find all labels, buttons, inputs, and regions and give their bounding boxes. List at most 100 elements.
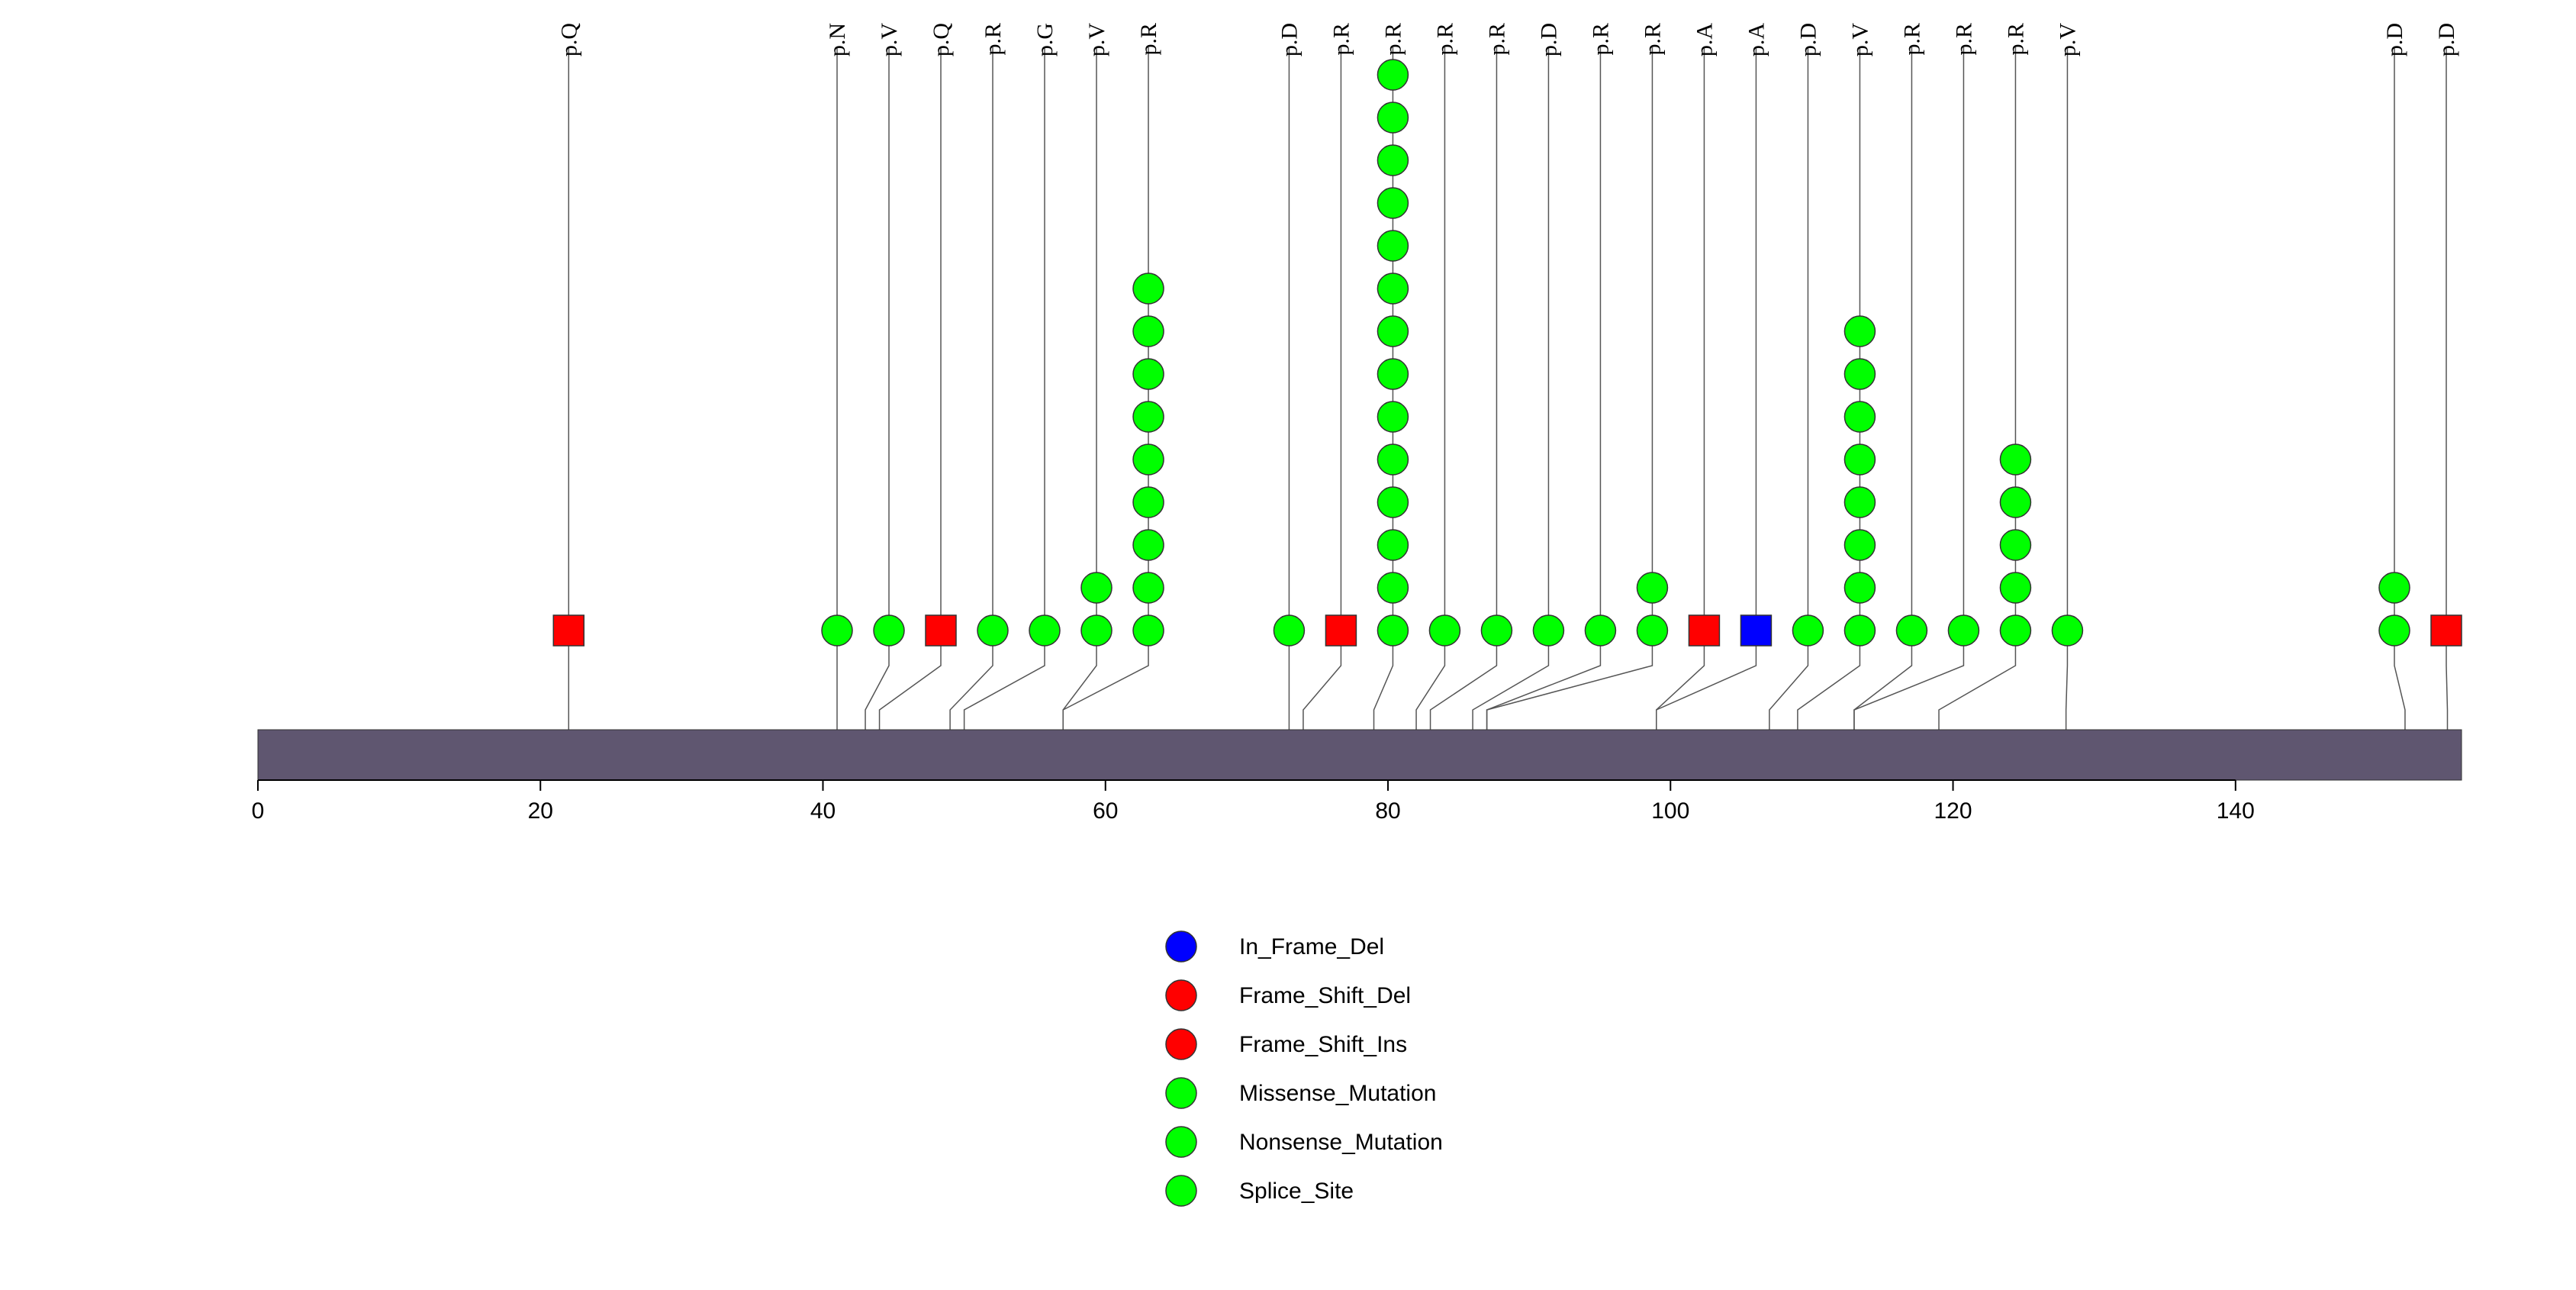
mutation-marker-circle [1843,358,1876,390]
mutation-connector [1415,630,1446,730]
mutation-marker-circle [1843,315,1876,347]
x-tick-label: 140 [2217,798,2255,824]
mutation-marker-circle [1132,486,1164,518]
x-tick-label: 120 [1934,798,1972,824]
mutation-connector [878,630,942,730]
mutation-label: p.V [1084,23,1109,57]
legend-label: Nonsense_Mutation [1239,1130,1443,1155]
mutation-markers [552,59,2462,647]
mutation-label: p.R [1951,23,1976,56]
mutation-labels: p.Q p.N p.V p.Q p.R p.G p.V p.R p.D p.R p.R p.R p.R p… [556,23,2459,57]
mutation-connector [1656,630,1757,730]
mutation-marker-circle [1132,273,1164,305]
mutation-label: p.R [1899,23,1924,56]
mutation-label: p.R [1432,23,1457,56]
mutation-marker-circle [1377,529,1409,561]
mutation-marker-circle [1377,59,1409,91]
mutation-marker-circle [1947,614,1980,647]
mutation-marker-square [2430,614,2462,647]
mutation-marker-circle [1843,401,1876,433]
mutation-marker-circle [1132,358,1164,390]
mutation-label: p.R [1484,23,1509,56]
mutation-marker-circle [1132,614,1164,647]
mutation-marker-circle [1999,572,2032,604]
mutation-label: p.D [1536,23,1561,56]
mutation-marker-circle [1377,144,1409,176]
mutation-label: p.R [1380,23,1406,56]
mutation-marker-square [1740,614,1773,647]
mutation-connector [2065,630,2069,730]
mutation-marker-circle [1132,443,1164,476]
mutation-marker-circle [1532,614,1565,647]
mutation-marker-circle [1377,358,1409,390]
mutation-marker-circle [1080,572,1113,604]
mutation-label: p.D [1277,23,1302,56]
mutation-marker-circle [1132,572,1164,604]
mutation-marker-circle [2378,572,2410,604]
protein-bar [257,729,2462,781]
mutation-connector [1373,630,1394,730]
mutation-marker-square [1688,614,1721,647]
mutation-marker-circle [1377,614,1409,647]
legend-swatch [1165,1126,1197,1158]
mutation-marker-square [552,614,585,647]
mutation-label: p.R [1328,23,1354,56]
mutation-label: p.R [1640,23,1665,56]
mutation-marker-circle [977,614,1009,647]
mutation-marker-circle [1132,401,1164,433]
mutation-connector [1472,630,1550,730]
mutation-connector [1302,630,1342,730]
mutation-marker-circle [821,614,853,647]
mutation-marker-circle [873,614,905,647]
mutation-label: p.R [2003,23,2028,56]
x-axis: 0 20 40 60 80 100 120 140 [252,779,2255,824]
mutation-connector [1429,630,1498,730]
mutation-marker-circle [1132,315,1164,347]
mutation-marker-circle [1636,572,1669,604]
legend-label: Splice_Site [1239,1179,1354,1204]
legend-swatch [1165,930,1197,963]
mutation-label: p.A [1692,23,1717,57]
legend: In_Frame_Del Frame_Shift_Del Frame_Shift_I… [1165,930,1443,1207]
mutation-connector [1486,630,1653,730]
mutation-connector [949,630,993,730]
mutation-marker-circle [1080,614,1113,647]
mutation-marker-circle [1792,614,1824,647]
mutation-label: p.D [2382,23,2407,56]
mutation-marker-square [925,614,957,647]
mutation-marker-circle [1428,614,1461,647]
mutation-label: p.D [1795,23,1821,56]
mutation-marker-circle [1377,273,1409,305]
mutation-connector [1938,630,2017,730]
mutation-marker-circle [1999,443,2032,476]
legend-swatch [1165,979,1197,1011]
mutation-label: p.Q [929,23,954,57]
mutation-label: p.V [1847,23,1872,57]
mutation-connector [2394,630,2406,730]
mutation-label: p.R [1136,23,1161,56]
mutation-label: p.V [2055,23,2080,57]
mutation-label: p.R [980,23,1006,56]
mutation-marker-circle [1377,401,1409,433]
mutation-marker-circle [1377,187,1409,219]
mutation-marker-circle [2051,614,2084,647]
mutation-marker-circle [1377,230,1409,262]
mutation-marker-circle [2378,614,2410,647]
legend-label: In_Frame_Del [1239,934,1384,959]
mutation-marker-circle [1377,572,1409,604]
x-tick-label: 0 [252,798,265,824]
mutation-marker-circle [1843,443,1876,476]
mutation-label: p.A [1744,23,1769,57]
mutation-marker-circle [1132,529,1164,561]
mutation-marker-square [1325,614,1357,647]
mutation-label: p.V [877,23,902,57]
legend-label: Frame_Shift_Ins [1239,1032,1407,1057]
mutation-connector [1797,630,1861,730]
x-tick-label: 20 [528,798,553,824]
mutation-marker-circle [1843,572,1876,604]
x-tick-label: 60 [1093,798,1118,824]
legend-label: Frame_Shift_Del [1239,983,1411,1008]
mutation-stems [568,47,2449,730]
mutation-label: p.N [825,23,850,56]
mutation-marker-circle [1584,614,1617,647]
